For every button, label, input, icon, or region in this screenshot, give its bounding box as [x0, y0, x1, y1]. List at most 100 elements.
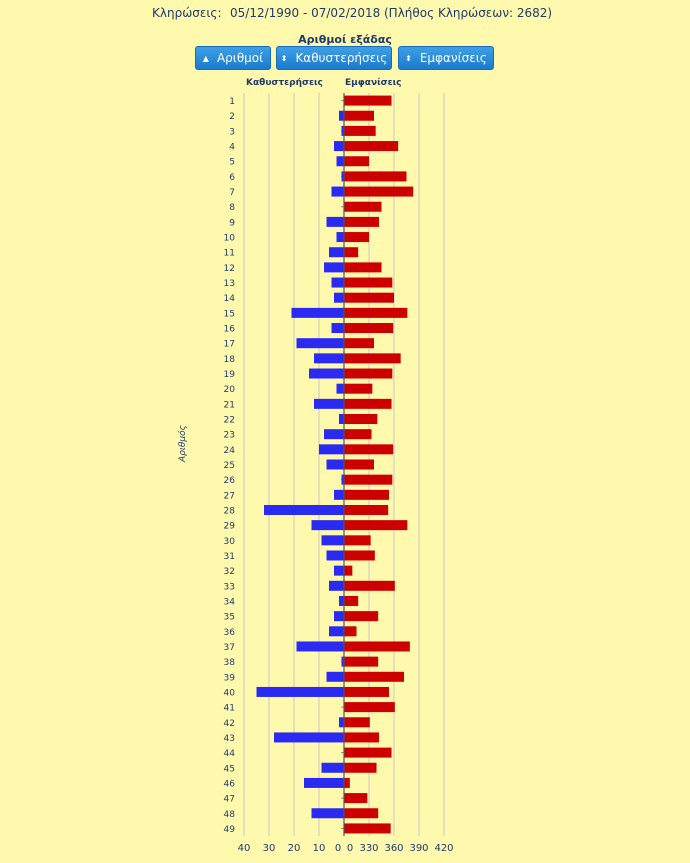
category-label: 41 — [224, 704, 235, 714]
appearance-bar — [344, 535, 371, 546]
appearance-bar — [344, 656, 379, 667]
category-label: 6 — [229, 173, 235, 183]
delay-bar — [291, 307, 344, 318]
appearance-bar — [344, 459, 374, 470]
delay-bar — [331, 323, 344, 334]
appearance-bar — [344, 398, 392, 409]
x-tick-label-right: 0 — [347, 843, 353, 854]
delay-bar — [334, 565, 344, 576]
appearance-bar — [344, 307, 408, 318]
delay-bar — [329, 626, 344, 637]
sort-numbers-button[interactable]: ▲ Αριθμοί — [195, 46, 271, 70]
appearance-bar — [344, 186, 414, 197]
delay-bar — [314, 398, 344, 409]
appearance-bar — [344, 580, 395, 591]
appearance-bar — [344, 641, 410, 652]
sort-delays-button[interactable]: ⬍ Καθυστερήσεις — [276, 46, 392, 70]
category-label: 31 — [224, 552, 235, 562]
delay-bar — [324, 262, 344, 273]
category-label: 32 — [224, 567, 235, 577]
x-tick-label-left: 0 — [335, 843, 341, 854]
appearance-bar — [344, 171, 407, 182]
category-label: 15 — [224, 309, 235, 319]
x-tick-label-right: 330 — [359, 843, 378, 854]
appearance-bar — [344, 747, 392, 758]
delay-bar — [311, 520, 344, 531]
sort-updown-icon: ⬍ — [405, 53, 412, 63]
sort-delays-label: Καθυστερήσεις — [295, 51, 388, 65]
category-label: 24 — [224, 446, 236, 456]
category-label: 4 — [229, 143, 235, 153]
category-label: 10 — [224, 234, 236, 244]
delay-bar — [309, 368, 344, 379]
x-tick-label-left: 30 — [263, 843, 276, 854]
appearance-bar — [344, 611, 379, 622]
category-label: 11 — [224, 249, 235, 259]
category-label: 3 — [229, 127, 235, 137]
appearance-bar — [344, 262, 382, 273]
delay-bar — [321, 535, 344, 546]
sort-appearances-button[interactable]: ⬍ Εμφανίσεις — [398, 46, 494, 70]
date-range: 05/12/1990 - 07/02/2018 — [230, 6, 381, 20]
delay-bar — [311, 808, 344, 819]
delay-bar — [329, 247, 344, 258]
delay-bar — [296, 338, 344, 349]
appearance-bar — [344, 474, 393, 485]
appearance-bar — [344, 247, 359, 258]
appearance-bar — [344, 141, 399, 152]
delay-bar — [334, 489, 344, 500]
chart-subtitle: Αριθμοί εξάδας — [298, 33, 392, 46]
delay-bar — [334, 292, 344, 303]
draws-count: (Πλήθος Κληρώσεων: 2682) — [384, 6, 553, 20]
category-label: 27 — [224, 491, 235, 501]
category-label: 8 — [229, 203, 235, 213]
appearance-bar — [344, 550, 375, 561]
category-label: 25 — [224, 461, 235, 471]
appearance-bar — [344, 292, 394, 303]
delay-bar — [326, 550, 344, 561]
appearance-bar — [344, 338, 374, 349]
delay-bar — [336, 232, 344, 243]
category-label: 19 — [224, 370, 236, 380]
appearance-bar — [344, 565, 353, 576]
delays-column-header: Καθυστερήσεις — [246, 78, 323, 88]
category-label: 20 — [224, 385, 236, 395]
delay-bar — [326, 459, 344, 470]
appearance-bar — [344, 626, 357, 637]
category-label: 34 — [224, 597, 236, 607]
category-label: 23 — [224, 431, 235, 441]
appearance-bar — [344, 732, 379, 743]
delay-bar — [339, 595, 344, 606]
category-label: 7 — [229, 188, 235, 198]
appearance-bar — [344, 777, 350, 788]
appearance-bar — [344, 429, 372, 440]
category-label: 28 — [224, 506, 236, 516]
category-label: 16 — [224, 325, 236, 335]
delay-bar — [314, 353, 344, 364]
category-label: 2 — [229, 112, 235, 122]
delay-bar — [304, 777, 344, 788]
delay-bar — [341, 171, 344, 182]
delay-bar — [336, 156, 344, 167]
delay-bar — [274, 732, 344, 743]
x-tick-label-right: 420 — [434, 843, 453, 854]
appearance-bar — [344, 323, 394, 334]
delay-bar — [341, 656, 344, 667]
category-label: 39 — [224, 673, 236, 683]
appearance-bar — [344, 125, 376, 136]
category-label: 21 — [224, 400, 235, 410]
category-label: 5 — [229, 158, 235, 168]
category-label: 29 — [224, 522, 236, 532]
appearance-bar — [344, 686, 389, 697]
appearance-bar — [344, 823, 391, 834]
x-tick-label-right: 360 — [384, 843, 403, 854]
delay-bar — [326, 216, 344, 227]
delay-bar — [336, 383, 344, 394]
delay-bar — [334, 141, 344, 152]
category-label: 40 — [224, 688, 236, 698]
appearance-bar — [344, 762, 377, 773]
category-label: 36 — [224, 628, 236, 638]
appearance-bar — [344, 702, 395, 713]
delay-bar — [341, 125, 344, 136]
